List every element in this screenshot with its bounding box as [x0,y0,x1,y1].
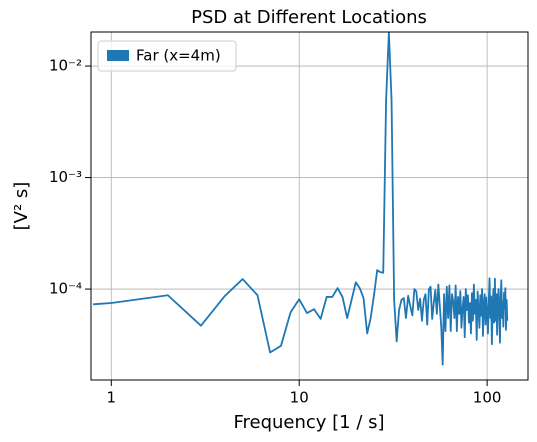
chart-title: PSD at Different Locations [191,7,427,28]
y-tick-label: 10⁻⁴ [49,280,82,298]
x-tick-label: 10 [290,389,309,407]
x-axis-label: Frequency [1 / s] [233,412,384,433]
legend-swatch [107,50,129,61]
series-line [93,32,509,366]
y-axis-label: [V² s] [11,182,32,231]
legend-label: Far (x=4m) [136,47,221,65]
y-tick-label: 10⁻² [49,57,82,75]
legend-box [97,40,237,72]
plot-frame [90,31,529,381]
x-tick-label: 100 [473,389,502,407]
x-tick-label: 1 [107,389,117,407]
y-tick-label: 10⁻³ [49,168,82,186]
